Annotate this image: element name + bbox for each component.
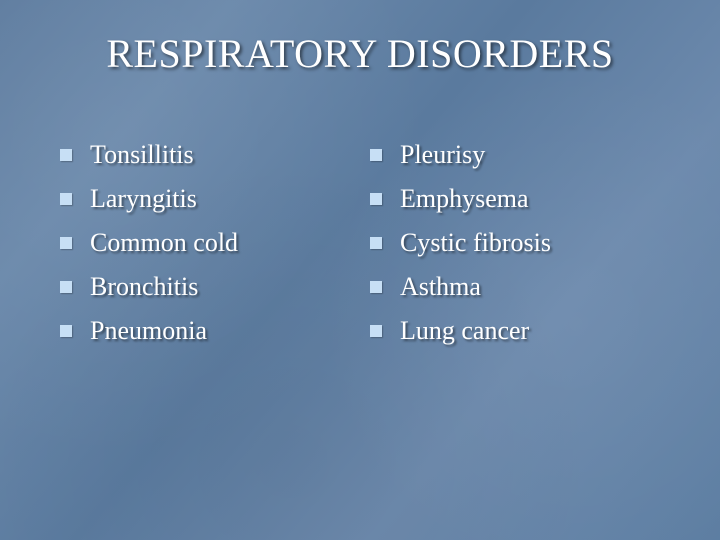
square-bullet-icon (60, 149, 72, 161)
square-bullet-icon (60, 325, 72, 337)
item-label: Bronchitis (90, 272, 198, 302)
square-bullet-icon (60, 193, 72, 205)
item-label: Emphysema (400, 184, 529, 214)
item-label: Lung cancer (400, 316, 529, 346)
item-label: Pleurisy (400, 140, 485, 170)
list-item: Bronchitis (60, 272, 370, 302)
list-item: Pneumonia (60, 316, 370, 346)
square-bullet-icon (60, 281, 72, 293)
item-label: Asthma (400, 272, 481, 302)
slide-title: RESPIRATORY DISORDERS (0, 30, 720, 77)
list-item: Cystic fibrosis (370, 228, 680, 258)
square-bullet-icon (370, 237, 382, 249)
item-label: Cystic fibrosis (400, 228, 551, 258)
item-label: Tonsillitis (90, 140, 194, 170)
square-bullet-icon (370, 149, 382, 161)
column-right: Pleurisy Emphysema Cystic fibrosis Asthm… (370, 140, 680, 360)
square-bullet-icon (370, 281, 382, 293)
item-label: Common cold (90, 228, 238, 258)
item-label: Laryngitis (90, 184, 197, 214)
slide: RESPIRATORY DISORDERS Tonsillitis Laryng… (0, 0, 720, 540)
square-bullet-icon (370, 325, 382, 337)
list-item: Laryngitis (60, 184, 370, 214)
list-item: Common cold (60, 228, 370, 258)
list-item: Asthma (370, 272, 680, 302)
list-item: Emphysema (370, 184, 680, 214)
list-item: Lung cancer (370, 316, 680, 346)
list-item: Pleurisy (370, 140, 680, 170)
square-bullet-icon (370, 193, 382, 205)
column-left: Tonsillitis Laryngitis Common cold Bronc… (60, 140, 370, 360)
list-item: Tonsillitis (60, 140, 370, 170)
content-columns: Tonsillitis Laryngitis Common cold Bronc… (60, 140, 680, 360)
item-label: Pneumonia (90, 316, 207, 346)
square-bullet-icon (60, 237, 72, 249)
